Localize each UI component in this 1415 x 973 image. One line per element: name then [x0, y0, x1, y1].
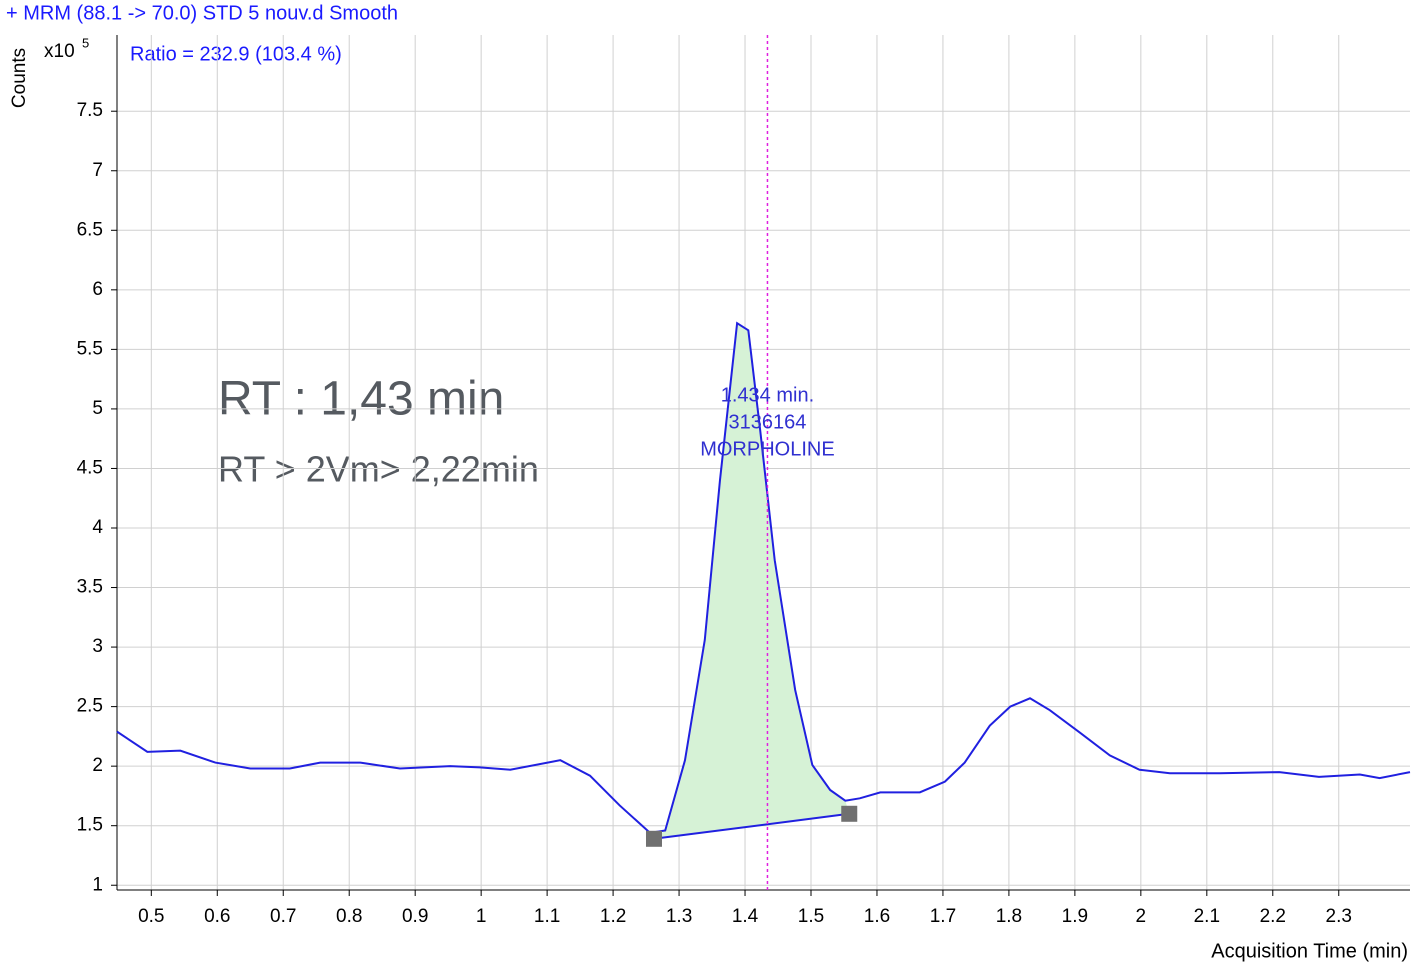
x-tick-label: 1.6 — [864, 906, 890, 927]
y-tick-label: 3 — [92, 636, 103, 657]
y-tick-label: 2.5 — [77, 696, 103, 717]
data-line — [116, 321, 1411, 834]
y-tick-label: 1.5 — [77, 815, 103, 836]
y-tick-label: 3.5 — [77, 577, 103, 598]
x-tick-label: 1 — [476, 906, 487, 927]
y-tick-label: 4 — [92, 517, 103, 538]
baseline — [653, 812, 850, 840]
x-tick-label: 1.4 — [732, 906, 759, 927]
peak-label: MORPHOLINE — [700, 438, 834, 460]
peak-label: 1.434 min. — [721, 384, 814, 406]
y-tick-label: 7 — [92, 160, 103, 181]
x-tick-label: 1.3 — [666, 906, 692, 927]
x-tick-label: 0.8 — [336, 906, 362, 927]
y-tick-label: 2 — [92, 755, 103, 776]
y-tick-label: 7.5 — [77, 100, 103, 121]
x-tick-label: 1.8 — [996, 906, 1022, 927]
x-tick-label: 1.9 — [1062, 906, 1088, 927]
x-tick-label: 0.6 — [204, 906, 230, 927]
x-tick-label: 1.5 — [798, 906, 824, 927]
x-tick-label: 2.3 — [1326, 906, 1352, 927]
y-axis-label: Counts — [9, 48, 30, 108]
peak-area — [653, 323, 850, 839]
y-tick-label: 5.5 — [77, 338, 103, 359]
y-tick-label: 4.5 — [77, 457, 103, 478]
annotation: RT > 2Vm> 2,22min — [218, 449, 539, 490]
x-tick-label: 2.1 — [1194, 906, 1220, 927]
y-multiplier: x10 — [44, 41, 75, 62]
x-axis-label: Acquisition Time (min) — [1211, 940, 1408, 962]
y-multiplier-exponent: 5 — [82, 35, 89, 50]
integration-marker — [645, 830, 662, 847]
x-tick-label: 1.2 — [600, 906, 626, 927]
x-tick-label: 2 — [1136, 906, 1147, 927]
y-tick-label: 1 — [92, 874, 103, 895]
x-tick-label: 0.9 — [402, 906, 428, 927]
annotation: RT : 1,43 min — [218, 373, 504, 426]
ratio-label: Ratio = 232.9 (103.4 %) — [130, 43, 342, 65]
x-tick-label: 2.2 — [1260, 906, 1286, 927]
y-tick-label: 6 — [92, 279, 103, 300]
x-tick-label: 1.1 — [534, 906, 560, 927]
x-tick-label: 0.7 — [270, 906, 296, 927]
x-tick-label: 0.5 — [138, 906, 164, 927]
y-tick-label: 6.5 — [77, 219, 103, 240]
integration-marker — [841, 805, 858, 822]
peak-label: 3136164 — [729, 411, 807, 433]
x-tick-label: 1.7 — [930, 906, 956, 927]
y-tick-label: 5 — [92, 398, 103, 419]
chart-title: + MRM (88.1 -> 70.0) STD 5 nouv.d Smooth — [6, 2, 398, 24]
